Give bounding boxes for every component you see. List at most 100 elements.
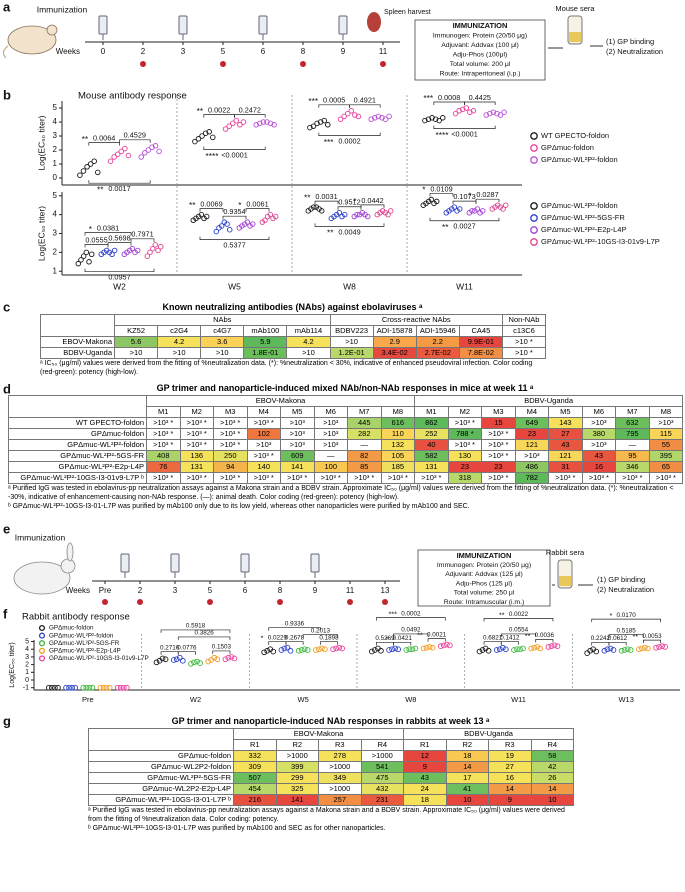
p-value: 0.0017 — [108, 184, 130, 193]
comparison-bracket — [119, 139, 151, 143]
p-value: 0.0022 — [208, 106, 230, 115]
week-label: 6 — [261, 47, 266, 56]
comparison-bracket — [84, 232, 132, 236]
data-point — [341, 113, 347, 120]
data-point — [310, 123, 317, 129]
table-cell: 136 — [179, 450, 214, 462]
x-tick-label: W5 — [298, 695, 309, 704]
table-cell: >10³ * — [179, 428, 214, 440]
immunization-text: Adjuvant: Addvax (125 μl) — [445, 571, 523, 578]
comparison-bracket — [107, 242, 132, 246]
data-point — [355, 113, 362, 120]
data-point — [264, 647, 271, 654]
table-cell: — — [313, 450, 348, 462]
legend-marker — [38, 647, 46, 654]
column-header: M6 — [581, 406, 617, 418]
data-point — [433, 198, 440, 205]
immunization-text: Route: Intramuscular (i.m.) — [444, 599, 524, 606]
column-header: mAb100 — [243, 325, 288, 337]
y-axis-label: Log(EC₅₀ titer) — [9, 642, 16, 687]
data-point — [134, 247, 141, 254]
data-point — [129, 245, 136, 252]
table-cell: 23 — [481, 461, 516, 473]
immunization-text: Route: Intraperitoneal (i.p.) — [440, 70, 521, 77]
table-cell: >10³ * — [246, 450, 281, 462]
data-point — [322, 646, 328, 653]
data-point — [451, 204, 458, 210]
table-cell: 14 — [530, 783, 575, 795]
data-point — [531, 644, 538, 651]
data-point — [125, 152, 132, 159]
table-cell: 250 — [213, 450, 248, 462]
data-point — [501, 109, 507, 115]
y-tick-label: 2 — [53, 145, 58, 154]
data-point — [147, 249, 153, 256]
readout: (2) Neutralization — [597, 585, 654, 594]
table-cell: >10³ * — [615, 472, 650, 484]
data-point — [372, 115, 378, 121]
data-point — [111, 154, 117, 160]
data-point — [301, 646, 308, 653]
p-value: 0.0002 — [401, 610, 421, 617]
week-label: 8 — [301, 47, 306, 56]
data-point — [375, 113, 382, 120]
y-tick-label: 3 — [53, 131, 58, 140]
data-point — [428, 196, 435, 203]
sera-label: Mouse sera — [555, 4, 595, 13]
comparison-bracket — [608, 634, 644, 638]
table-cell: 257 — [318, 794, 362, 806]
data-point — [267, 120, 274, 127]
legend-marker — [530, 156, 538, 164]
table-cell: 486 — [514, 461, 550, 473]
legend-marker — [530, 238, 538, 246]
panel-label: e — [3, 521, 10, 536]
row-name: GPΔmuc-WL²P²-foldon — [8, 439, 147, 451]
comparison-bracket — [320, 641, 338, 645]
table-cell: >10³ * — [581, 472, 617, 484]
x-tick-label: Pre — [82, 695, 94, 704]
significance-stars: * — [468, 190, 472, 200]
sera-tube — [557, 559, 573, 589]
footnote: ᵃ IC₅₀ (μg/ml) values were derived from … — [40, 360, 533, 376]
p-value: 0.0005 — [323, 96, 345, 105]
data-point — [333, 645, 339, 652]
table-cell: 10 — [445, 794, 490, 806]
data-point — [645, 645, 651, 652]
table-cell: 82 — [347, 450, 382, 462]
table-cell: >10³ * — [414, 472, 449, 484]
comparison-bracket — [500, 641, 519, 645]
data-point — [52, 684, 58, 691]
table-cell: >10³ * — [648, 472, 684, 484]
data-point — [354, 211, 360, 218]
spleen-icon — [367, 12, 381, 32]
legend-marker — [530, 202, 538, 210]
table-cell: 15 — [481, 417, 516, 429]
significance-stars: ** — [197, 106, 204, 116]
data-point — [231, 655, 238, 662]
immunization-box — [417, 549, 551, 607]
readout: (2) Neutralization — [606, 47, 663, 56]
table-cell: 7.8E-02 — [458, 347, 503, 359]
legend-label: GPΔmuc-WL²P²-E2p-L4P — [49, 647, 121, 654]
p-value: <0.0001 — [451, 130, 478, 139]
x-tick-label: W8 — [405, 695, 416, 704]
data-point — [639, 645, 645, 652]
column-header: CA45 — [458, 325, 503, 337]
table-row: GPΔmuc-foldon >10³ * >10³ * >10³ * 102 >10³ >1… — [8, 428, 684, 440]
data-point — [188, 660, 194, 667]
comparison-bracket — [318, 104, 350, 108]
y-tick-label: 5 — [25, 638, 29, 645]
data-point — [443, 641, 450, 648]
table-cell: 131 — [414, 461, 449, 473]
data-point — [195, 136, 202, 142]
table-cell: >10³ * — [246, 472, 281, 484]
legend-label: GPΔmuc-WL²P²-foldon — [541, 201, 618, 210]
data-point — [109, 251, 115, 257]
p-value: 0.7971 — [131, 230, 153, 239]
table-cell: 115 — [648, 428, 684, 440]
table-cell: 582 — [414, 450, 449, 462]
legend-label: WT GPECTO-foldon — [541, 131, 609, 140]
table-cell: >10³ * — [146, 439, 181, 451]
